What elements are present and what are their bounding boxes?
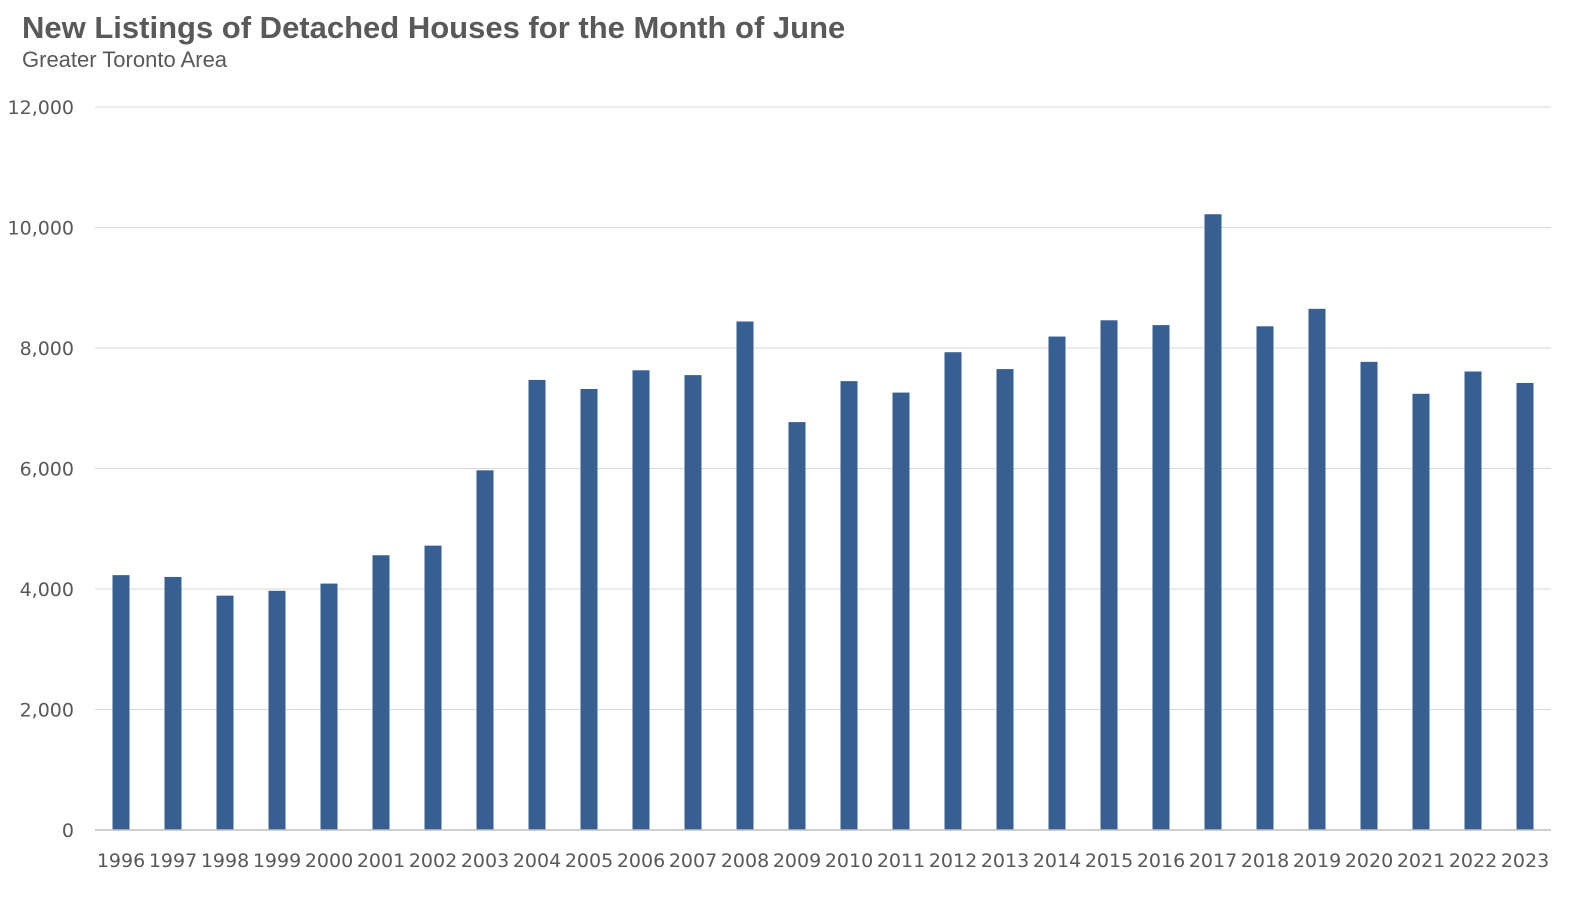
x-tick-label: 2009 bbox=[773, 850, 821, 872]
x-tick-label: 2016 bbox=[1137, 850, 1185, 872]
bar-2016 bbox=[1152, 325, 1170, 830]
bar-2000 bbox=[320, 583, 338, 830]
bar-2010 bbox=[840, 381, 858, 830]
y-tick-label: 8,000 bbox=[20, 338, 74, 360]
x-tick-label: 2015 bbox=[1085, 850, 1133, 872]
bars bbox=[112, 214, 1534, 830]
x-tick-label: 2013 bbox=[981, 850, 1029, 872]
bar-2011 bbox=[892, 392, 910, 830]
bar-2014 bbox=[1048, 336, 1066, 830]
gridlines bbox=[95, 106, 1551, 710]
bar-2023 bbox=[1516, 382, 1534, 830]
x-tick-label: 2010 bbox=[825, 850, 873, 872]
bar-1997 bbox=[164, 576, 182, 830]
x-tick-label: 2020 bbox=[1345, 850, 1393, 872]
y-tick-label: 6,000 bbox=[20, 459, 74, 481]
bar-2022 bbox=[1464, 371, 1482, 830]
y-tick-label: 12,000 bbox=[8, 97, 74, 119]
y-tick-label: 10,000 bbox=[8, 218, 74, 240]
chart-subtitle: Greater Toronto Area bbox=[22, 47, 228, 72]
x-tick-label: 2018 bbox=[1241, 850, 1289, 872]
x-tick-label: 2014 bbox=[1033, 850, 1081, 872]
x-axis-ticks: 1996 1997 1998 1999 2000 2001 2002 2003 2004 2005… bbox=[97, 850, 1549, 872]
chart-title: New Listings of Detached Houses for the … bbox=[22, 10, 846, 45]
x-tick-label: 2001 bbox=[357, 850, 405, 872]
x-tick-label: 1996 bbox=[97, 850, 145, 872]
x-tick-label: 1998 bbox=[201, 850, 249, 872]
x-tick-label: 2002 bbox=[409, 850, 457, 872]
bar-2018 bbox=[1256, 326, 1274, 830]
x-tick-label: 2007 bbox=[669, 850, 717, 872]
bar-2007 bbox=[684, 375, 702, 830]
bar-2015 bbox=[1100, 320, 1118, 830]
bar-2012 bbox=[944, 352, 962, 830]
x-tick-label: 2004 bbox=[513, 850, 561, 872]
x-tick-label: 2012 bbox=[929, 850, 977, 872]
y-tick-label: 0 bbox=[62, 820, 74, 842]
x-tick-label: 2021 bbox=[1397, 850, 1445, 872]
bar-1998 bbox=[216, 595, 234, 830]
bar-2001 bbox=[372, 555, 390, 830]
bar-2006 bbox=[632, 370, 650, 830]
y-axis-ticks: 0 2,000 4,000 6,000 8,000 10,000 12,000 bbox=[8, 97, 74, 842]
x-tick-label: 2022 bbox=[1449, 850, 1497, 872]
bar-1996 bbox=[112, 575, 130, 830]
bar-2017 bbox=[1204, 214, 1222, 830]
bar-2013 bbox=[996, 369, 1014, 830]
x-tick-label: 2006 bbox=[617, 850, 665, 872]
bar-2019 bbox=[1308, 308, 1326, 830]
bar-2021 bbox=[1412, 393, 1430, 830]
y-tick-label: 4,000 bbox=[20, 579, 74, 601]
bar-2020 bbox=[1360, 361, 1378, 830]
x-tick-label: 2011 bbox=[877, 850, 925, 872]
bar-2003 bbox=[476, 470, 494, 830]
bar-2002 bbox=[424, 545, 442, 830]
x-tick-label: 2005 bbox=[565, 850, 613, 872]
x-tick-label: 2003 bbox=[461, 850, 509, 872]
x-tick-label: 1997 bbox=[149, 850, 197, 872]
x-tick-label: 2008 bbox=[721, 850, 769, 872]
x-tick-label: 2019 bbox=[1293, 850, 1341, 872]
x-tick-label: 2000 bbox=[305, 850, 353, 872]
bar-1999 bbox=[268, 590, 286, 830]
bar-2004 bbox=[528, 379, 546, 830]
bar-2005 bbox=[580, 388, 598, 830]
bar-2008 bbox=[736, 321, 754, 830]
x-tick-label: 2017 bbox=[1189, 850, 1237, 872]
bar-2009 bbox=[788, 422, 806, 830]
x-tick-label: 2023 bbox=[1501, 850, 1549, 872]
y-tick-label: 2,000 bbox=[20, 700, 74, 722]
x-tick-label: 1999 bbox=[253, 850, 301, 872]
